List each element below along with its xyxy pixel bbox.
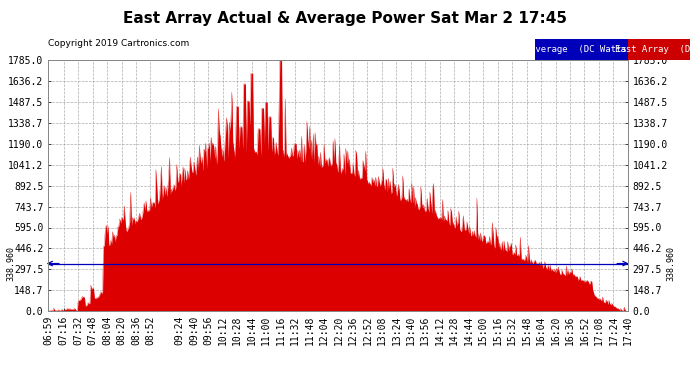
Text: 338.960: 338.960 <box>667 246 676 281</box>
Text: Copyright 2019 Cartronics.com: Copyright 2019 Cartronics.com <box>48 39 190 48</box>
Text: 338.960: 338.960 <box>6 246 15 281</box>
Text: East Array  (DC Watts): East Array (DC Watts) <box>615 45 690 54</box>
Text: Average  (DC Watts): Average (DC Watts) <box>530 45 633 54</box>
Text: East Array Actual & Average Power Sat Mar 2 17:45: East Array Actual & Average Power Sat Ma… <box>123 11 567 26</box>
